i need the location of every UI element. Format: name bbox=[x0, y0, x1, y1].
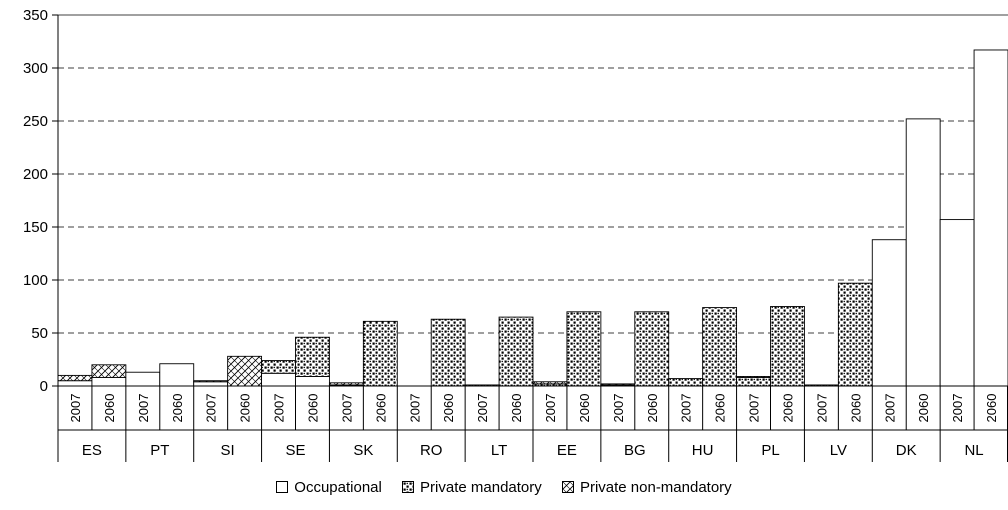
x-year-label: 2007 bbox=[68, 394, 83, 423]
bar-lt-2060-dots bbox=[498, 316, 534, 387]
bar-es-2060-white bbox=[91, 377, 127, 387]
y-tick-label: 250 bbox=[23, 113, 48, 130]
y-tick-label: 350 bbox=[23, 7, 48, 24]
bar-bg-2060-dots bbox=[634, 311, 670, 387]
legend-swatch-private-mandatory bbox=[402, 480, 415, 493]
bar-pl-2060-dots bbox=[770, 306, 805, 387]
bar-pt-2060-white bbox=[159, 363, 195, 387]
x-country-label: LV bbox=[830, 442, 847, 459]
x-country-label: HU bbox=[692, 442, 714, 459]
x-year-label: 2007 bbox=[814, 394, 829, 423]
y-tick-label: 200 bbox=[23, 166, 48, 183]
bar-dk-2060-white bbox=[905, 118, 941, 387]
bar-se-2060-dots bbox=[295, 336, 330, 377]
x-country-label: BG bbox=[624, 442, 646, 459]
x-year-label: 2060 bbox=[780, 394, 795, 423]
bar-ro-2060-dots bbox=[430, 318, 466, 387]
bar-nl-2060-white bbox=[973, 49, 1008, 387]
legend-swatch-occupational bbox=[276, 480, 289, 493]
legend-item-occupational: Occupational bbox=[276, 479, 382, 496]
x-country-label: SE bbox=[285, 442, 305, 459]
x-year-label: 2060 bbox=[713, 394, 728, 423]
x-year-label: 2007 bbox=[272, 394, 287, 423]
x-year-label: 2007 bbox=[339, 394, 354, 423]
bar-es-2007-hatch bbox=[57, 374, 93, 382]
bar-pl-2007-dots bbox=[736, 377, 771, 387]
x-year-label: 2007 bbox=[679, 394, 694, 423]
y-tick-label: 100 bbox=[23, 272, 48, 289]
x-year-label: 2060 bbox=[848, 394, 863, 423]
legend-item-private-non-mandatory: Private non-mandatory bbox=[561, 478, 732, 496]
bar-sk-2007-hatch bbox=[328, 382, 364, 386]
bar-si-2060-hatch bbox=[227, 355, 263, 387]
x-year-label: 2007 bbox=[950, 394, 965, 423]
x-year-label: 2060 bbox=[238, 394, 253, 423]
bar-hu-2060-dots bbox=[702, 307, 738, 387]
bar-hu-2007-dots bbox=[668, 378, 704, 387]
legend-label-occupational: Occupational bbox=[294, 478, 382, 496]
bar-sk-2060-dots bbox=[362, 320, 398, 387]
bar-ee-2060-dots bbox=[566, 311, 602, 387]
y-tick-label: 0 bbox=[40, 378, 48, 395]
bar-lv-2060-dots bbox=[837, 282, 873, 387]
x-year-label: 2007 bbox=[136, 394, 151, 423]
x-year-label: 2007 bbox=[407, 394, 422, 423]
bar-es-2007-white bbox=[57, 380, 93, 387]
x-year-label: 2060 bbox=[916, 394, 931, 423]
x-country-label: SK bbox=[353, 442, 373, 459]
x-country-label: EE bbox=[557, 442, 577, 459]
x-year-label: 2060 bbox=[373, 394, 388, 423]
bar-dk-2007-white bbox=[871, 239, 907, 387]
x-year-label: 2060 bbox=[984, 394, 999, 423]
x-year-label: 2060 bbox=[102, 394, 117, 423]
bar-ee-2007-hatch bbox=[532, 381, 568, 385]
x-country-label: PT bbox=[150, 442, 169, 459]
y-tick-label: 50 bbox=[31, 325, 48, 342]
x-country-label: RO bbox=[420, 442, 443, 459]
bar-pt-2007-white bbox=[125, 371, 161, 387]
x-year-label: 2060 bbox=[170, 394, 185, 423]
x-country-label: DK bbox=[896, 442, 917, 459]
legend-label-private-non-mandatory: Private non-mandatory bbox=[579, 478, 732, 496]
bar-se-2007-dots bbox=[261, 360, 296, 374]
x-year-label: 2060 bbox=[305, 394, 320, 423]
x-country-label: LT bbox=[491, 442, 507, 459]
x-country-label: ES bbox=[82, 442, 102, 459]
x-country-label: NL bbox=[964, 442, 983, 459]
x-year-label: 2007 bbox=[543, 394, 558, 423]
y-tick-label: 300 bbox=[23, 60, 48, 77]
bar-bg-2007-hatch bbox=[600, 383, 636, 386]
x-country-label: PL bbox=[761, 442, 779, 459]
x-year-label: 2007 bbox=[204, 394, 219, 423]
x-year-label: 2007 bbox=[475, 394, 490, 423]
bar-pl-2007-hatch bbox=[736, 376, 771, 378]
bar-si-2007-hatch bbox=[193, 380, 229, 383]
y-tick-label: 150 bbox=[23, 219, 48, 236]
x-country-label: SI bbox=[221, 442, 235, 459]
bar-se-2060-white bbox=[295, 376, 330, 387]
legend-label-private-mandatory: Private mandatory bbox=[420, 478, 542, 496]
x-year-label: 2060 bbox=[509, 394, 524, 423]
x-year-label: 2007 bbox=[611, 394, 626, 423]
legend-swatch-private-non-mandatory bbox=[561, 480, 574, 493]
bar-se-2007-white bbox=[261, 372, 296, 387]
bar-nl-2007-white bbox=[939, 219, 975, 387]
x-year-label: 2060 bbox=[645, 394, 660, 423]
legend-item-private-mandatory: Private mandatory bbox=[402, 479, 542, 496]
x-year-label: 2007 bbox=[882, 394, 897, 423]
bar-es-2060-hatch bbox=[91, 364, 127, 378]
chart-legend: Occupational Private mandatory Private n… bbox=[0, 478, 1008, 496]
x-year-label: 2060 bbox=[577, 394, 592, 423]
x-year-label: 2007 bbox=[747, 394, 762, 423]
x-year-label: 2060 bbox=[441, 394, 456, 423]
bar-si-2007-white bbox=[193, 381, 229, 387]
